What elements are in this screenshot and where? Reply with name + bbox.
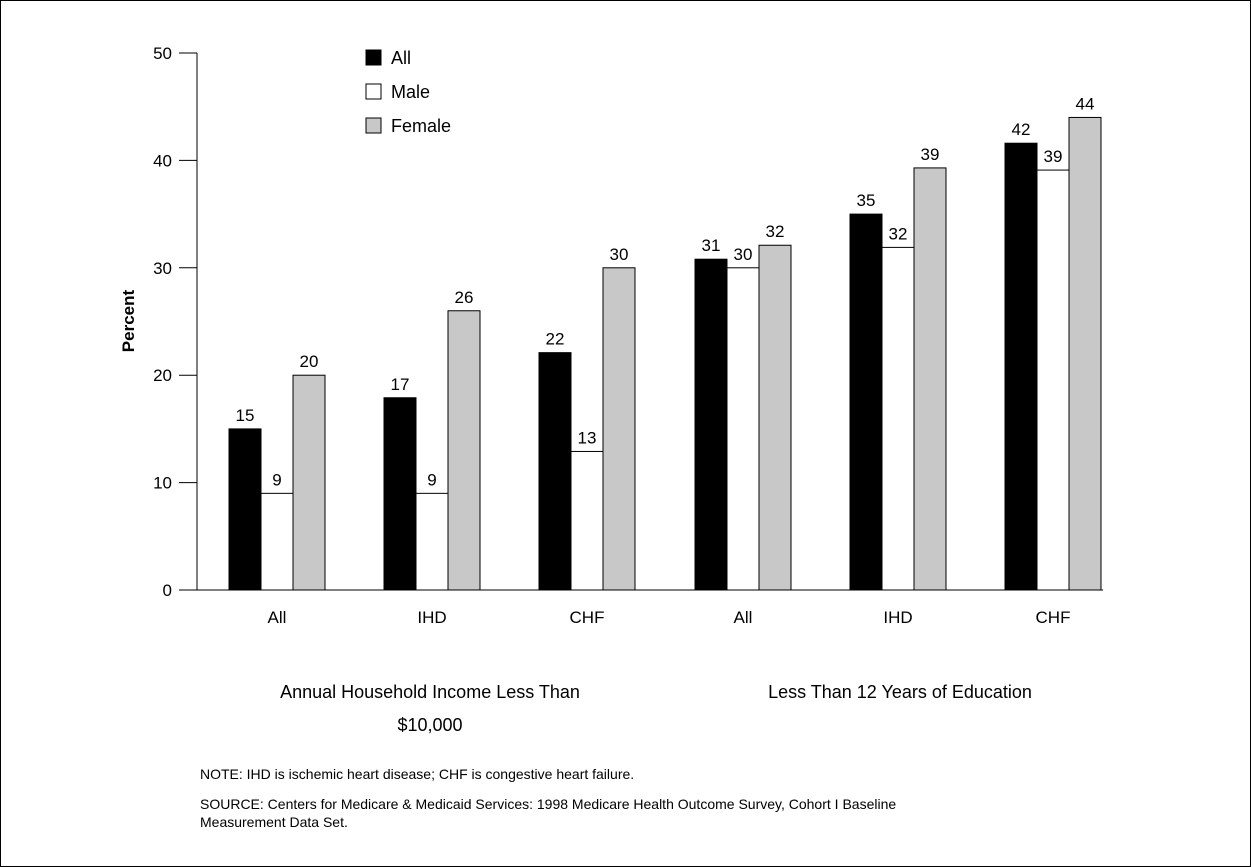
- data-label-all-2: 22: [546, 330, 565, 349]
- bar-all-4: [849, 213, 883, 591]
- x-tick-label-0: All: [268, 608, 287, 627]
- y-tick-label-30: 30: [153, 259, 172, 278]
- bar-all-0: [228, 428, 262, 591]
- legend-swatch-male: [365, 83, 382, 100]
- data-label-male-3: 30: [734, 245, 753, 264]
- bar-chart: 0 10 20 30 40 50 Percent 15 9 20 All 17 9 26 IHD 22 13 30…: [119, 44, 1103, 627]
- bar-all-2: [538, 352, 572, 591]
- bar-female-3: [758, 244, 792, 591]
- group-label-income-line1: Annual Household Income Less Than: [280, 682, 580, 702]
- legend-label-male: Male: [391, 82, 430, 102]
- bar-male-5: [1036, 169, 1070, 591]
- bar-all-1: [383, 397, 417, 591]
- x-tick-label-3: All: [734, 608, 753, 627]
- x-tick-label-1: IHD: [417, 608, 446, 627]
- data-label-male-4: 32: [889, 224, 908, 243]
- data-label-all-0: 15: [236, 406, 255, 425]
- bar-female-4: [913, 167, 947, 591]
- data-label-female-0: 20: [300, 352, 319, 371]
- source-line-1: SOURCE: Centers for Medicare & Medicaid …: [200, 796, 897, 812]
- group-label-education: Less Than 12 Years of Education: [690, 676, 1110, 709]
- y-tick-label-50: 50: [153, 44, 172, 63]
- bar-all-3: [694, 258, 728, 591]
- x-tick-label-4: IHD: [883, 608, 912, 627]
- x-tick-label-2: CHF: [570, 608, 605, 627]
- data-label-all-3: 31: [702, 236, 721, 255]
- bar-male-0: [260, 492, 294, 591]
- data-label-male-1: 9: [427, 470, 436, 489]
- data-label-female-4: 39: [921, 145, 940, 164]
- y-tick-label-0: 0: [163, 581, 172, 600]
- data-label-male-2: 13: [578, 428, 597, 447]
- bar-female-1: [447, 310, 481, 591]
- data-label-all-4: 35: [857, 191, 876, 210]
- y-tick-label-40: 40: [153, 151, 172, 170]
- data-label-all-1: 17: [391, 375, 410, 394]
- legend-swatch-female: [365, 117, 382, 134]
- legend-label-all: All: [391, 48, 411, 68]
- y-tick-label-10: 10: [153, 474, 172, 493]
- note-text: NOTE: IHD is ischemic heart disease; CHF…: [200, 766, 635, 782]
- source-text: SOURCE: Centers for Medicare & Medicaid …: [200, 795, 896, 831]
- bar-male-2: [570, 450, 604, 591]
- bar-female-5: [1068, 116, 1102, 591]
- data-label-female-3: 32: [766, 222, 785, 241]
- bar-female-0: [292, 374, 326, 591]
- bar-male-1: [415, 492, 449, 591]
- data-label-female-5: 44: [1076, 94, 1095, 113]
- data-label-female-1: 26: [455, 288, 474, 307]
- legend-label-female: Female: [391, 116, 451, 136]
- data-label-female-2: 30: [610, 245, 629, 264]
- bar-male-3: [726, 267, 760, 591]
- bar-male-4: [881, 246, 915, 591]
- bar-all-5: [1004, 142, 1038, 591]
- y-tick-label-20: 20: [153, 366, 172, 385]
- data-label-male-5: 39: [1044, 147, 1063, 166]
- legend-swatch-all: [365, 49, 382, 66]
- y-axis-title: Percent: [119, 289, 138, 352]
- group-label-education-line: Less Than 12 Years of Education: [768, 682, 1032, 702]
- x-tick-label-5: CHF: [1036, 608, 1071, 627]
- data-label-all-5: 42: [1012, 120, 1031, 139]
- group-label-income-line2: $10,000: [397, 715, 463, 735]
- data-label-male-0: 9: [272, 470, 281, 489]
- group-label-income: Annual Household Income Less Than $10,00…: [225, 676, 635, 742]
- bar-female-2: [602, 267, 636, 591]
- source-line-2: Measurement Data Set.: [200, 814, 348, 830]
